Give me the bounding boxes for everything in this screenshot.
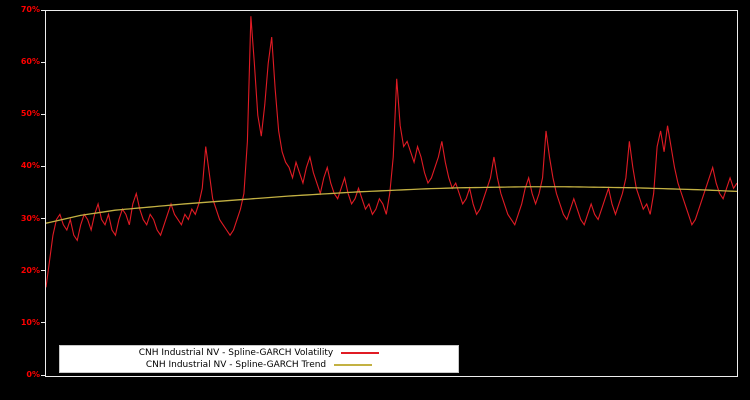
legend-row-volatility: CNH Industrial NV - Spline-GARCH Volatil… xyxy=(60,347,458,359)
trend-line xyxy=(46,186,737,224)
plot-area: CNH Industrial NV - Spline-GARCH Volatil… xyxy=(45,10,738,377)
y-tick-mark xyxy=(41,9,45,11)
legend-row-trend: CNH Industrial NV - Spline-GARCH Trend xyxy=(60,359,458,371)
legend-label-volatility: CNH Industrial NV - Spline-GARCH Volatil… xyxy=(138,348,334,358)
y-tick-mark xyxy=(41,165,45,167)
y-tick-label: 30% xyxy=(20,213,40,223)
y-tick-mark xyxy=(41,374,45,376)
y-tick-label: 70% xyxy=(20,5,40,14)
legend-line-sample-volatility xyxy=(341,352,380,354)
y-tick-mark xyxy=(41,218,45,220)
legend-label-trend: CNH Industrial NV - Spline-GARCH Trend xyxy=(145,360,327,370)
y-tick-label: 0% xyxy=(26,370,40,379)
y-tick-label: 60% xyxy=(20,57,40,67)
y-tick-label: 50% xyxy=(20,109,40,119)
y-tick-mark xyxy=(41,113,45,115)
y-tick-mark xyxy=(41,270,45,272)
y-tick-label: 40% xyxy=(20,161,40,171)
y-tick-mark xyxy=(41,61,45,63)
legend-line-sample-trend xyxy=(334,364,373,366)
legend: CNH Industrial NV - Spline-GARCH Volatil… xyxy=(59,345,459,373)
volatility-line xyxy=(46,16,737,288)
y-tick-label: 20% xyxy=(20,265,40,275)
chart-canvas xyxy=(46,16,737,288)
y-tick-mark xyxy=(41,322,45,324)
y-tick-label: 10% xyxy=(20,317,40,327)
